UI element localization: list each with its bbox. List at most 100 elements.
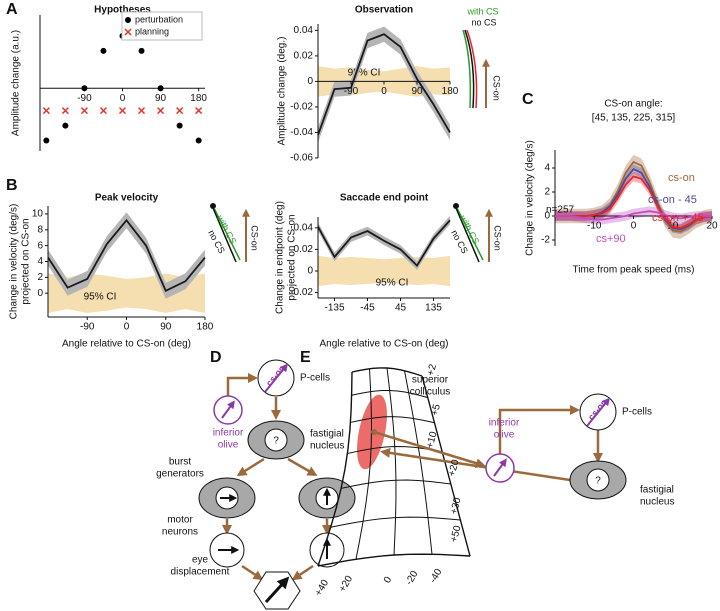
y-axis-label: Amplitude change (a.u.) [11,30,22,136]
point [81,85,88,92]
node-label: inferior [489,418,520,429]
node-label: fastigial [310,429,344,440]
panel-label: D [210,349,222,366]
arrow-origin [371,429,377,435]
line [317,33,451,136]
error-band [318,215,450,270]
panel-label: C [522,91,534,108]
x-tick-label: -90 [344,86,359,97]
node-label: nucleus [310,441,344,452]
panel-label: E [300,349,311,366]
ci-label: 95% CI [84,292,117,303]
amplitude-label: +20 [447,458,462,478]
y-tick-label: -0.04 [290,127,313,138]
y-tick-label: 0 [307,76,313,87]
x-tick-label: 20 [706,221,718,232]
y-tick-label: 0.04 [294,222,314,233]
x-tick-label: 135 [425,303,442,314]
point [42,107,50,115]
cs-arrow [264,363,289,393]
y-tick-label: 4 [37,256,43,267]
olive-arrow [493,458,507,477]
grid-line [355,368,373,560]
y-tick-label: 10 [32,209,44,220]
x-tick-label: -90 [77,93,92,104]
x-tick-label: 90 [411,86,423,97]
x-tick-label: -135 [324,303,344,314]
path-red [466,29,478,109]
line [555,175,713,229]
node-label: fastigial [640,485,674,496]
y-tick-label: 6 [37,240,43,251]
node-label: generators [156,469,204,480]
grid-line [421,375,471,557]
y-axis-label: projected on CS-on [287,214,298,300]
ci-label: 95% CI [376,278,409,289]
chart-title: Saccade end point [340,193,429,204]
node-label: burst [169,457,191,468]
inset-label: no CS [471,17,496,27]
line [317,219,451,268]
inset-a [462,29,490,109]
arrow [498,405,580,454]
y-axis-label: Change in endpoint (deg) [275,201,286,314]
node-label: olive [494,430,515,441]
line [47,218,206,293]
panel-label: B [6,177,18,194]
node-label: olive [218,440,239,451]
point [176,107,184,115]
node-label: neurons [162,527,198,538]
arrow [380,447,571,482]
point [157,85,164,92]
node-label: P-cells [300,373,330,384]
grid-line [317,553,471,567]
x-tick-label: 90 [155,93,167,104]
amplitude-label: +2 [425,363,439,377]
direction-label: +40 [313,578,331,599]
grid-line [350,416,435,424]
legend-label: cs+90 [596,233,626,245]
grid-line [330,516,461,528]
legend-box [121,11,203,41]
x-axis-label: Angle relative to CS-on (deg) [62,339,191,350]
diagram-d [198,359,356,610]
legend-label: perturbation [135,14,183,24]
line [555,210,712,221]
inset-label: CS-on [492,75,502,101]
x-tick-label: 180 [197,322,214,333]
inset-label: CS-on [493,225,503,251]
y-tick-label: 0.04 [294,25,314,36]
point [138,107,146,115]
y-tick-label: 8 [37,224,43,235]
node-label: eye [192,555,209,566]
legend-label: cs-on + 45 [652,212,704,224]
cs-arrow [586,397,611,427]
y-axis-label: projected on CS-on [21,218,32,304]
arrow [291,564,314,581]
start-dot [453,203,459,209]
grid-line [351,367,423,377]
y-axis-label: Change in velocity (deg/s) [525,140,536,256]
point [100,47,107,54]
amplitude-label: +10 [425,430,440,450]
amplitude-label: +50 [449,524,464,544]
arrow [241,564,264,581]
path-no-cs [464,29,475,109]
x-tick-label: -10 [587,221,602,232]
legend-label: cs-on - 45 [648,194,697,206]
x-tick-label: 0 [631,221,637,232]
node-label: displacement [171,567,230,578]
y-axis-label: Amplitude change (deg.) [277,37,288,146]
node-label: inferior [213,428,244,439]
y-axis-label: Change in velocity (deg/s) [9,204,20,320]
y-tick-label: -0.02 [290,287,313,298]
x-tick-label: 180 [442,86,459,97]
inset-b2 [453,203,493,263]
y-tick-label: -0.02 [290,102,313,113]
x-axis-label: Angle relative to CS-on (deg) [320,339,449,350]
chart-title: Peak velocity [95,193,159,204]
point [61,107,69,115]
legend-label: planning [135,26,169,36]
x-axis-label: Time from peak speed (ms) [573,265,695,276]
